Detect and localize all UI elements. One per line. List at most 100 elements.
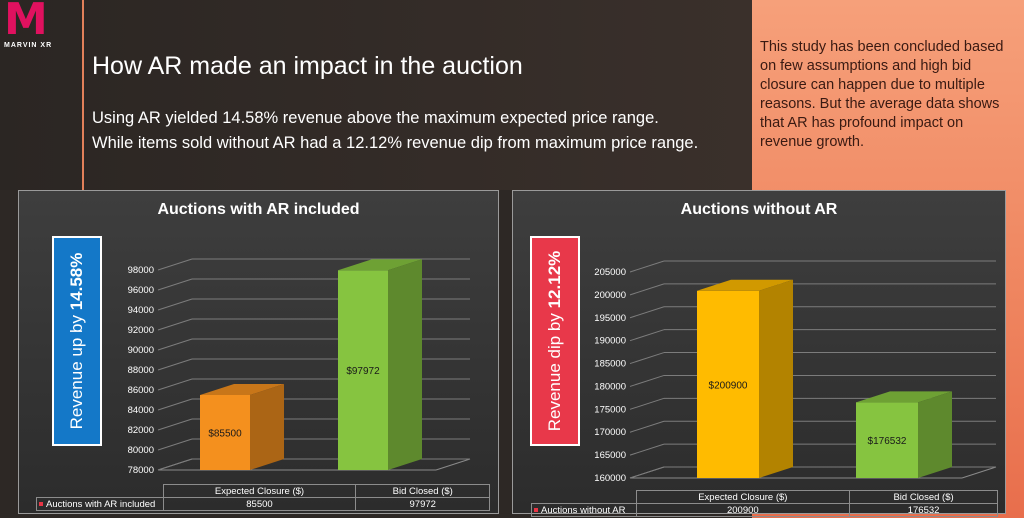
callout-revenue-up: Revenue up by 14.58% <box>52 236 102 446</box>
gridline <box>157 438 193 451</box>
tick-label: 180000 <box>594 381 626 392</box>
chart-title: Auctions with AR included <box>157 201 360 218</box>
tick-label: 94000 <box>128 305 154 316</box>
tick-label: 90000 <box>128 345 154 356</box>
bar-top <box>856 391 952 403</box>
data-label: $85500 <box>208 429 242 440</box>
bar: $97972 <box>338 259 422 470</box>
bar-front <box>200 395 250 470</box>
table-row: Auctions without AR 200900 176532 <box>531 503 998 517</box>
bar-side <box>759 279 793 478</box>
category-label: Expected Closure ($) <box>635 490 851 504</box>
series-label: Auctions with AR included <box>36 497 164 511</box>
chart-data-table-with-ar: Expected Closure ($) Bid Closed ($) Auct… <box>36 484 490 511</box>
gridline <box>157 278 193 291</box>
gridline <box>157 358 193 371</box>
logo-text: MARVIN XR <box>4 42 53 49</box>
gridline <box>157 418 193 431</box>
category-label: Expected Closure ($) <box>162 484 357 498</box>
study-note: This study has been concluded based on f… <box>760 39 1004 150</box>
logo-mark: M <box>4 0 48 45</box>
tick-label: 185000 <box>594 359 626 370</box>
summary-line-2: While items sold without AR had a 12.12%… <box>92 134 699 152</box>
table-cell: 85500 <box>162 497 357 511</box>
plot-area: 78000 80000 82000 84000 86000 88000 90000 92000… <box>128 258 471 476</box>
page-title: How AR made an impact in the auction <box>92 52 523 80</box>
gridline <box>157 318 193 331</box>
series-name: Auctions with AR included <box>46 498 156 510</box>
gridline <box>629 260 665 273</box>
gridline <box>629 443 665 456</box>
gridline <box>157 258 193 271</box>
bar-side <box>918 391 952 478</box>
gridline <box>157 378 193 391</box>
table-row: Auctions with AR included 85500 97972 <box>36 497 490 511</box>
chart-svg-without-ar: 160000 165000 170000 175000 180000 185000 1900… <box>594 260 997 484</box>
tick-label: 92000 <box>128 325 154 336</box>
gridline <box>629 420 665 433</box>
bar-top <box>697 279 793 291</box>
gridline <box>157 458 193 471</box>
table-cell: 200900 <box>635 503 851 517</box>
gridline <box>629 374 665 387</box>
bar-side <box>388 259 422 470</box>
series-label: Auctions without AR <box>531 503 637 517</box>
chart-title: Auctions without AR <box>680 201 838 218</box>
tick-label: 205000 <box>594 267 626 278</box>
gridline <box>629 306 665 319</box>
bar-front <box>856 402 918 478</box>
tick-label: 84000 <box>128 405 154 416</box>
tick-label: 86000 <box>128 385 154 396</box>
table-cell: 176532 <box>849 503 998 517</box>
gridline <box>629 352 665 365</box>
tick-label: 165000 <box>594 450 626 461</box>
callout-revenue-dip: Revenue dip by 12.12% <box>530 236 580 446</box>
tick-label: 98000 <box>128 265 154 276</box>
gridline <box>157 398 193 411</box>
chart-data-table-without-ar: Expected Closure ($) Bid Closed ($) Auct… <box>531 490 998 517</box>
summary-line-1: Using AR yielded 14.58% revenue above th… <box>92 109 659 127</box>
bar-top <box>338 259 422 271</box>
floor-right-edge <box>435 458 471 471</box>
bar: $200900 <box>697 279 793 478</box>
gridline <box>629 466 665 479</box>
tick-label: 160000 <box>594 473 626 484</box>
table-header-row: Expected Closure ($) Bid Closed ($) <box>531 490 998 504</box>
series-name: Auctions without AR <box>541 504 626 516</box>
data-label: $97972 <box>346 366 380 377</box>
legend-key-icon <box>39 501 43 506</box>
bar: $176532 <box>856 391 952 478</box>
bar-front <box>697 290 759 478</box>
data-label: $176532 <box>868 436 907 447</box>
header-background <box>0 0 752 190</box>
table-header-row: Expected Closure ($) Bid Closed ($) <box>36 484 490 498</box>
tick-label: 82000 <box>128 425 154 436</box>
table-cell: 97972 <box>355 497 490 511</box>
gridline <box>629 283 665 296</box>
gridline <box>629 329 665 342</box>
tick-label: 96000 <box>128 285 154 296</box>
accent-divider <box>82 0 84 190</box>
tick-label: 190000 <box>594 336 626 347</box>
legend-key-icon <box>534 507 538 512</box>
plot-area: 160000 165000 170000 175000 180000 185000 1900… <box>594 260 997 484</box>
tick-label: 78000 <box>128 465 154 476</box>
category-label: Bid Closed ($) <box>355 484 490 498</box>
tick-label: 80000 <box>128 445 154 456</box>
tick-label: 200000 <box>594 290 626 301</box>
gridline <box>157 338 193 351</box>
logo: M MARVIN XR <box>4 0 51 56</box>
tick-label: 195000 <box>594 313 626 324</box>
chart-svg-with-ar: 78000 80000 82000 84000 86000 88000 90000 92000… <box>128 258 471 476</box>
gridline <box>157 298 193 311</box>
tick-label: 170000 <box>594 427 626 438</box>
bar-top <box>200 384 284 395</box>
gridline <box>629 397 665 410</box>
tick-label: 88000 <box>128 365 154 376</box>
bar: $85500 <box>200 384 284 470</box>
data-label: $200900 <box>709 380 748 391</box>
summary-text: Using AR yielded 14.58% revenue above th… <box>92 106 698 156</box>
bar-front <box>338 270 388 470</box>
tick-label: 175000 <box>594 404 626 415</box>
bar-side <box>250 384 284 470</box>
